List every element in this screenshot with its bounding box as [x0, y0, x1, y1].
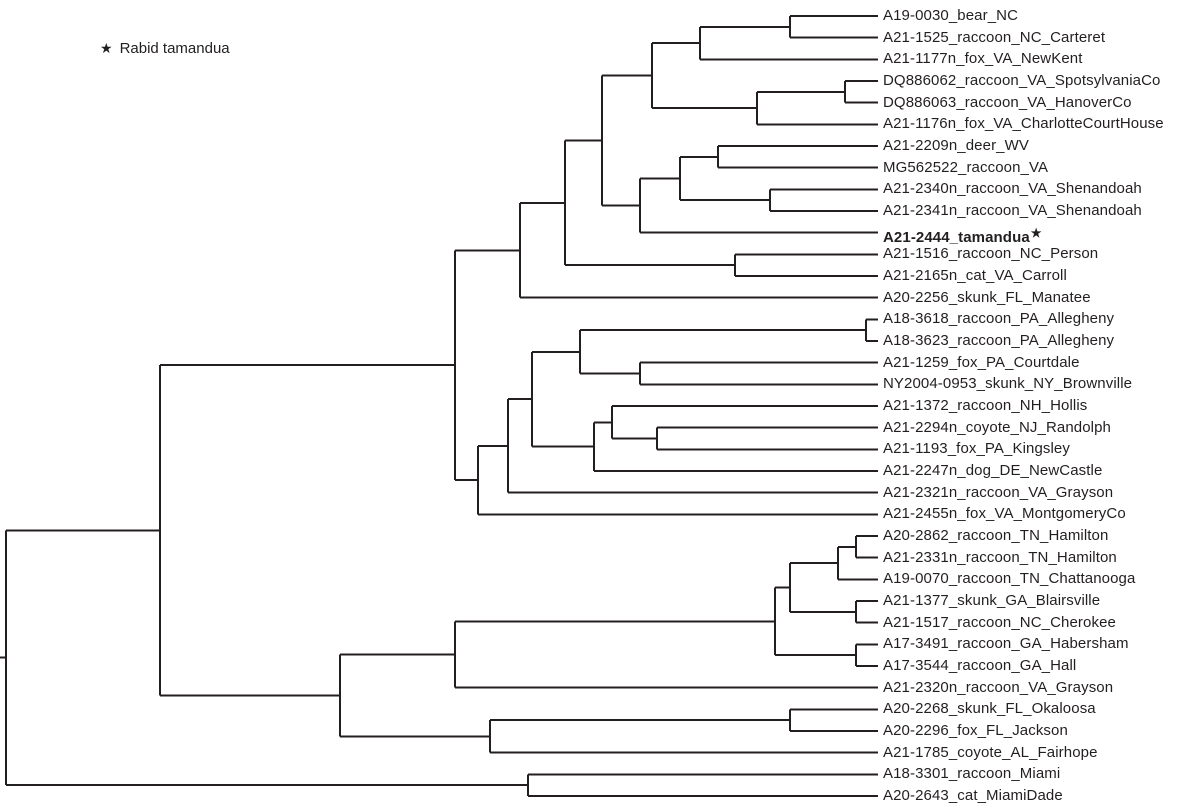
taxon-name: A21-1372_raccoon_NH_Hollis — [883, 397, 1088, 414]
taxon-label: A17-3491_raccoon_GA_Habersham — [883, 635, 1129, 653]
taxon-name: A21-2209n_deer_WV — [883, 137, 1029, 154]
taxon-label: A20-2862_raccoon_TN_Hamilton — [883, 527, 1108, 545]
taxon-name: A21-1193_fox_PA_Kingsley — [883, 440, 1070, 458]
taxon-label: A21-1193_fox_PA_Kingsley — [883, 440, 1070, 458]
taxon-name: A20-2268_skunk_FL_Okaloosa — [883, 700, 1096, 718]
taxon-label: A21-1176n_fox_VA_CharlotteCourtHouse — [883, 115, 1164, 133]
taxon-label: A21-1177n_fox_VA_NewKent — [883, 50, 1082, 68]
taxon-label: A20-2268_skunk_FL_Okaloosa — [883, 700, 1096, 718]
taxon-label: A21-2340n_raccoon_VA_Shenandoah — [883, 180, 1142, 198]
taxon-label: A21-1377_skunk_GA_Blairsville — [883, 592, 1100, 610]
taxon-name: A21-2340n_raccoon_VA_Shenandoah — [883, 180, 1142, 198]
taxon-label: A18-3623_raccoon_PA_Allegheny — [883, 332, 1114, 350]
taxon-name: A18-3623_raccoon_PA_Allegheny — [883, 332, 1115, 349]
taxon-name: A21-2165n_cat_VA_Carroll — [883, 267, 1067, 284]
taxon-label: A20-2256_skunk_FL_Manatee — [883, 289, 1091, 307]
taxon-label: A21-1372_raccoon_NH_Hollis — [883, 397, 1087, 415]
taxon-label: A21-1525_raccoon_NC_Carteret — [883, 29, 1105, 47]
taxon-label: DQ886062_raccoon_VA_SpotsylvaniaCo — [883, 72, 1160, 90]
taxon-name: A18-3301_raccoon_Miami — [883, 765, 1061, 783]
taxon-name: A21-2331n_raccoon_TN_Hamilton — [883, 548, 1117, 566]
taxon-label: A21-1517_raccoon_NC_Cherokee — [883, 614, 1116, 632]
taxon-name: A17-3491_raccoon_GA_Habersham — [883, 635, 1129, 653]
taxon-name: NY2004-0953_skunk_NY_Brownville — [883, 375, 1133, 393]
taxon-name: A21-1517_raccoon_NC_Cherokee — [883, 613, 1116, 631]
taxon-name: A20-2296_fox_FL_Jackson — [883, 722, 1068, 739]
taxon-label: A21-2321n_raccoon_VA_Grayson — [883, 484, 1113, 502]
taxon-name: A21-2444_tamandua — [883, 228, 1030, 246]
taxon-label: A21-2320n_raccoon_VA_Grayson — [883, 679, 1113, 697]
taxon-label: A21-2341n_raccoon_VA_Shenandoah — [883, 202, 1142, 220]
taxon-name: A21-1516_raccoon_NC_Person — [883, 245, 1099, 263]
taxon-label: A21-2247n_dog_DE_NewCastle — [883, 462, 1102, 480]
taxon-name: A21-1177n_fox_VA_NewKent — [883, 50, 1083, 68]
taxon-label: A18-3301_raccoon_Miami — [883, 765, 1060, 783]
star-icon: ★ — [1030, 225, 1042, 240]
taxon-name: A21-1377_skunk_GA_Blairsville — [883, 592, 1101, 609]
taxon-name: DQ886063_raccoon_VA_HanoverCo — [883, 93, 1132, 111]
taxon-name: A21-2320n_raccoon_VA_Grayson — [883, 678, 1114, 696]
taxon-name: A19-0070_raccoon_TN_Chattanooga — [883, 570, 1136, 588]
star-icon: ★ — [100, 40, 113, 56]
taxon-name: A19-0030_bear_NC — [883, 7, 1019, 24]
taxon-name: A21-1176n_fox_VA_CharlotteCourtHouse — [883, 115, 1164, 133]
taxon-name: A18-3618_raccoon_PA_Allegheny — [883, 310, 1115, 328]
taxon-name: MG562522_raccoon_VA — [883, 158, 1049, 176]
taxon-label: A20-2643_cat_MiamiDade — [883, 787, 1063, 805]
taxon-label: A21-2455n_fox_VA_MontgomeryCo — [883, 505, 1126, 523]
taxon-label: A21-2331n_raccoon_TN_Hamilton — [883, 549, 1117, 567]
taxon-label: NY2004-0953_skunk_NY_Brownville — [883, 375, 1132, 393]
taxon-label: A17-3544_raccoon_GA_Hall — [883, 657, 1076, 675]
taxon-name: A20-2862_raccoon_TN_Hamilton — [883, 527, 1109, 544]
taxon-label: A21-1259_fox_PA_Courtdale — [883, 354, 1080, 372]
legend-label: Rabid tamandua — [119, 40, 230, 57]
taxon-label: A21-1785_coyote_AL_Fairhope — [883, 744, 1098, 762]
taxon-label: A21-2444_tamandua★ — [883, 224, 1042, 246]
taxon-name: DQ886062_raccoon_VA_SpotsylvaniaCo — [883, 72, 1161, 89]
taxon-name: A20-2256_skunk_FL_Manatee — [883, 288, 1091, 306]
taxon-label: A21-2209n_deer_WV — [883, 137, 1029, 155]
taxon-label: DQ886063_raccoon_VA_HanoverCo — [883, 94, 1132, 112]
taxon-name: A21-2321n_raccoon_VA_Grayson — [883, 483, 1114, 501]
taxon-label: A21-2294n_coyote_NJ_Randolph — [883, 419, 1111, 437]
taxon-label: MG562522_raccoon_VA — [883, 159, 1048, 177]
taxon-name: A20-2643_cat_MiamiDade — [883, 787, 1063, 804]
taxon-label: A18-3618_raccoon_PA_Allegheny — [883, 310, 1114, 328]
taxon-name: A21-1259_fox_PA_Courtdale — [883, 353, 1080, 371]
taxon-label: A21-2165n_cat_VA_Carroll — [883, 267, 1067, 285]
taxon-name: A21-2294n_coyote_NJ_Randolph — [883, 418, 1111, 436]
taxon-label: A20-2296_fox_FL_Jackson — [883, 722, 1068, 740]
taxon-label: A21-1516_raccoon_NC_Person — [883, 245, 1098, 263]
taxon-label: A19-0070_raccoon_TN_Chattanooga — [883, 570, 1135, 588]
taxon-name: A21-2341n_raccoon_VA_Shenandoah — [883, 202, 1142, 219]
legend: ★ Rabid tamandua — [100, 39, 230, 58]
taxon-name: A17-3544_raccoon_GA_Hall — [883, 657, 1077, 674]
taxon-name: A21-1525_raccoon_NC_Carteret — [883, 28, 1106, 46]
taxon-name: A21-2455n_fox_VA_MontgomeryCo — [883, 505, 1126, 523]
taxon-label: A19-0030_bear_NC — [883, 7, 1018, 25]
taxon-name: A21-2247n_dog_DE_NewCastle — [883, 462, 1103, 479]
taxon-name: A21-1785_coyote_AL_Fairhope — [883, 743, 1098, 761]
